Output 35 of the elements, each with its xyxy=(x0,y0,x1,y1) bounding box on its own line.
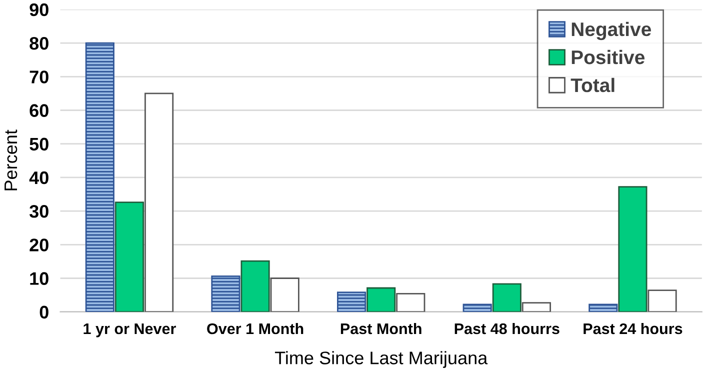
y-tick-label: 0 xyxy=(40,306,48,319)
y-tick-label: 60 xyxy=(30,104,48,117)
bar xyxy=(270,278,300,312)
bar xyxy=(396,293,426,312)
y-tick-label: 20 xyxy=(30,238,48,252)
y-tick-label: 40 xyxy=(29,171,48,184)
x-tick-label: Past 48 hourrs xyxy=(454,322,560,334)
legend-label: Negative xyxy=(572,22,651,40)
y-tick-label: 80 xyxy=(30,36,48,50)
y-tick-label: 30 xyxy=(29,204,48,218)
bar xyxy=(648,290,677,312)
bar xyxy=(522,302,551,312)
y-tick-label: 10 xyxy=(30,272,48,285)
bar xyxy=(240,260,270,312)
bar xyxy=(211,276,240,312)
bar xyxy=(144,92,174,312)
y-tick-label: 50 xyxy=(30,138,48,151)
x-tick-label: 1 yr or Never xyxy=(84,324,176,338)
bar xyxy=(85,42,114,312)
y-axis-title: Percent xyxy=(4,130,18,190)
bar xyxy=(366,287,396,312)
legend-label: Total xyxy=(570,78,614,92)
legend-label: Positive xyxy=(572,50,645,64)
bar xyxy=(492,283,522,312)
bar xyxy=(114,202,144,312)
bar xyxy=(336,292,366,312)
x-tick-label: Over 1 Month xyxy=(207,322,304,334)
x-tick-label: Past Month xyxy=(340,322,422,334)
bar xyxy=(462,304,492,312)
y-tick-label: 70 xyxy=(30,70,48,84)
y-tick-label: 90 xyxy=(30,3,48,16)
x-axis-title: Time Since Last Marijuana xyxy=(274,351,488,368)
bar xyxy=(618,186,648,312)
bar xyxy=(588,304,618,312)
x-tick-label: Past 24 hours xyxy=(584,322,682,334)
